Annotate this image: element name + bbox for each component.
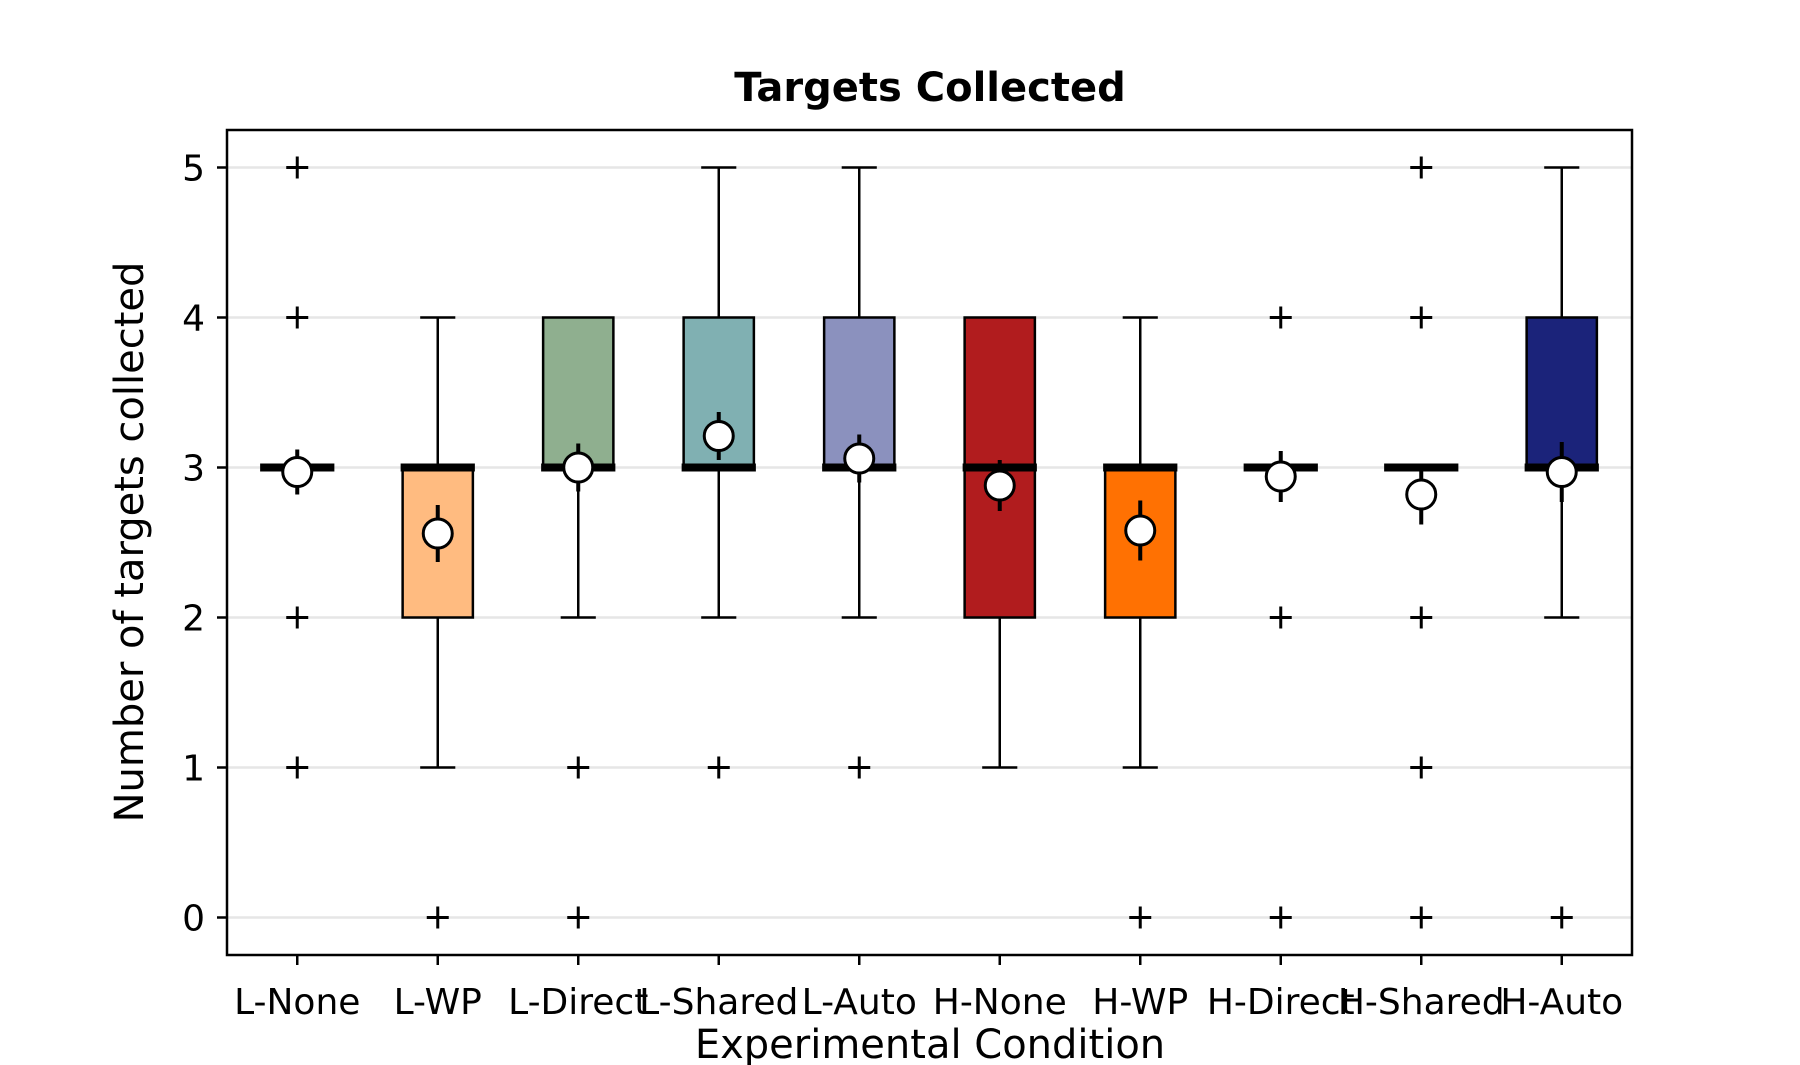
mean-marker-L-Auto — [843, 434, 876, 483]
x-tick-label-H-Direct: H-Direct — [1207, 982, 1355, 1023]
y-axis-ticks: 0 1 2 3 4 5 — [182, 149, 227, 940]
y-tick-label-4: 4 — [182, 299, 205, 340]
box-H-WP — [1103, 316, 1178, 769]
outlier-marker — [286, 156, 309, 179]
mean-point — [562, 451, 595, 484]
box-H-Auto — [1524, 166, 1599, 619]
outlier-markers — [286, 156, 1573, 929]
mean-marker-L-None — [281, 449, 314, 495]
box-L-Shared — [681, 166, 756, 619]
mean-point — [1545, 456, 1578, 488]
mean-point — [1264, 460, 1297, 493]
mean-markers — [281, 412, 1578, 562]
mean-marker-H-Direct — [1264, 451, 1297, 502]
outlier-marker — [567, 906, 590, 929]
x-tick-label-L-WP: L-WP — [394, 982, 482, 1023]
outlier-marker — [1269, 606, 1292, 629]
outlier-marker — [1410, 306, 1433, 329]
mean-marker-H-Shared — [1405, 464, 1438, 525]
outlier-marker — [1129, 906, 1152, 929]
y-tick-label-2: 2 — [182, 599, 205, 640]
x-tick-label-L-None: L-None — [234, 982, 360, 1023]
x-tick-label-L-Shared: L-Shared — [639, 982, 798, 1023]
outlier-marker — [1410, 756, 1433, 779]
mean-point — [421, 517, 454, 550]
mean-point — [1124, 514, 1157, 547]
x-tick-label-L-Direct: L-Direct — [508, 982, 648, 1023]
y-tick-label-5: 5 — [182, 149, 205, 190]
outlier-marker — [286, 306, 309, 329]
outlier-marker — [1410, 906, 1433, 929]
x-tick-label-H-Auto: H-Auto — [1500, 982, 1623, 1023]
mean-point — [1405, 478, 1438, 511]
mean-marker-H-WP — [1124, 500, 1157, 561]
x-tick-label-H-WP: H-WP — [1092, 982, 1188, 1023]
outlier-marker — [1550, 906, 1573, 929]
box-H-None — [962, 316, 1037, 769]
mean-marker-L-Direct — [562, 443, 595, 492]
y-axis-label: Number of targets collected — [107, 262, 153, 823]
y-tick-label-0: 0 — [182, 899, 205, 940]
outlier-marker — [567, 756, 590, 779]
mean-point — [281, 456, 314, 488]
outlier-marker — [426, 906, 449, 929]
mean-marker-H-None — [983, 460, 1016, 511]
mean-point — [843, 442, 876, 475]
outlier-marker — [1269, 906, 1292, 929]
x-tick-label-H-Shared: H-Shared — [1338, 982, 1505, 1023]
x-tick-label-H-None: H-None — [933, 982, 1067, 1023]
outlier-marker — [1269, 306, 1292, 329]
outlier-marker — [848, 756, 871, 779]
box-body — [541, 316, 615, 469]
x-axis-label: Experimental Condition — [695, 1022, 1165, 1065]
box-L-Auto — [822, 166, 897, 619]
mean-marker-L-WP — [421, 505, 454, 562]
outlier-marker — [707, 756, 730, 779]
plot-area-frame — [225, 128, 1634, 957]
outlier-marker — [286, 756, 309, 779]
mean-point — [702, 420, 735, 452]
outlier-marker — [286, 606, 309, 629]
chart-title: Targets Collected — [734, 65, 1125, 111]
mean-point — [983, 469, 1016, 502]
x-tick-label-L-Auto: L-Auto — [802, 982, 917, 1023]
y-tick-label-1: 1 — [182, 749, 205, 790]
mean-marker-H-Auto — [1545, 442, 1578, 502]
mean-marker-L-Shared — [702, 412, 735, 460]
outlier-marker — [1410, 606, 1433, 629]
y-tick-label-3: 3 — [182, 449, 205, 490]
outlier-marker — [1410, 156, 1433, 179]
